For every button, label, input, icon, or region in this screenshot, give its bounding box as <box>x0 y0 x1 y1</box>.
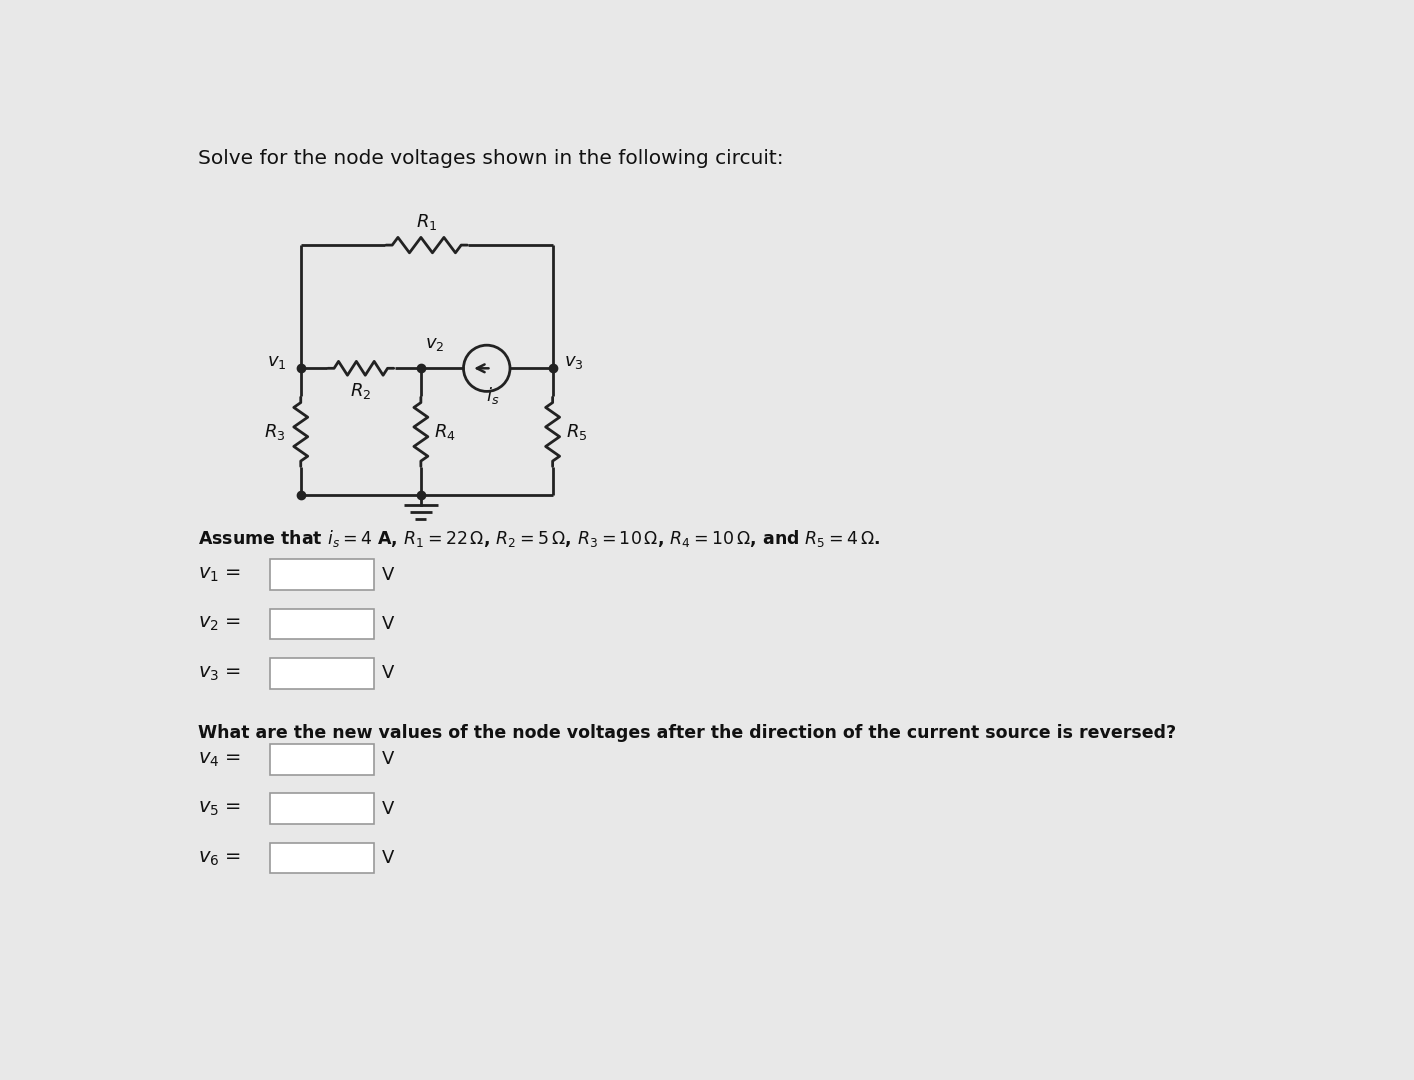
Text: $v_6$ =: $v_6$ = <box>198 849 242 867</box>
FancyBboxPatch shape <box>270 794 375 824</box>
FancyBboxPatch shape <box>270 842 375 874</box>
Text: $i_s$: $i_s$ <box>485 386 499 406</box>
Text: $v_2$: $v_2$ <box>424 335 444 353</box>
FancyBboxPatch shape <box>270 608 375 639</box>
Text: $v_1$ =: $v_1$ = <box>198 565 242 584</box>
Text: $R_1$: $R_1$ <box>416 212 437 232</box>
Text: $R_4$: $R_4$ <box>434 422 455 442</box>
Text: $v_2$ =: $v_2$ = <box>198 615 242 634</box>
Text: $R_3$: $R_3$ <box>264 422 286 442</box>
Text: V: V <box>382 799 395 818</box>
FancyBboxPatch shape <box>270 559 375 590</box>
Text: V: V <box>382 566 395 583</box>
Text: V: V <box>382 615 395 633</box>
Text: $v_1$: $v_1$ <box>267 353 287 372</box>
Text: V: V <box>382 664 395 683</box>
FancyBboxPatch shape <box>270 658 375 689</box>
Text: V: V <box>382 849 395 867</box>
Text: V: V <box>382 751 395 769</box>
Text: Assume that $i_s = 4$ A, $R_1 = 22\,\Omega$, $R_2 = 5\,\Omega$, $R_3 = 10\,\Omeg: Assume that $i_s = 4$ A, $R_1 = 22\,\Ome… <box>198 528 881 550</box>
Text: $v_5$ =: $v_5$ = <box>198 799 242 819</box>
FancyBboxPatch shape <box>270 744 375 774</box>
Text: What are the new values of the node voltages after the direction of the current : What are the new values of the node volt… <box>198 724 1176 742</box>
Text: $R_5$: $R_5$ <box>566 422 587 442</box>
Text: Solve for the node voltages shown in the following circuit:: Solve for the node voltages shown in the… <box>198 149 785 167</box>
Text: $v_3$: $v_3$ <box>564 353 584 372</box>
Text: $v_3$ =: $v_3$ = <box>198 664 242 683</box>
Text: $v_4$ =: $v_4$ = <box>198 750 242 769</box>
Text: $R_2$: $R_2$ <box>351 381 372 402</box>
